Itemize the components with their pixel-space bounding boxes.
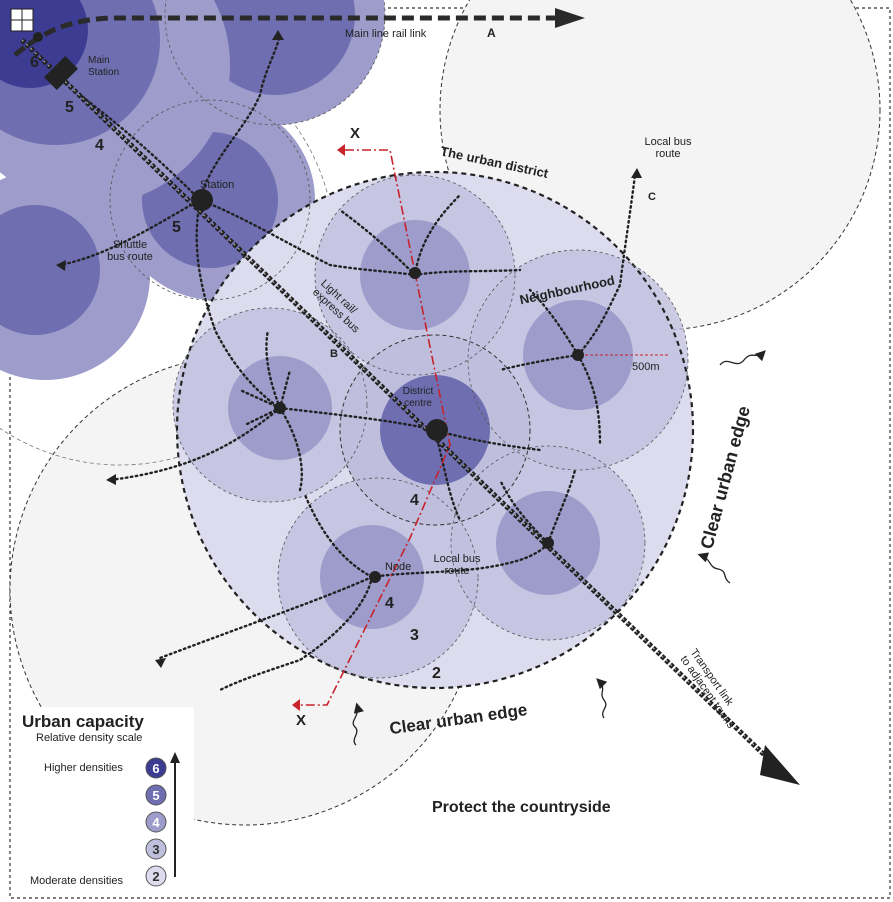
district-centre-label: District centre	[403, 386, 434, 409]
main-line-rail	[13, 8, 585, 57]
local-bus-bottom-label: Local bus route	[433, 553, 481, 577]
density-2-number: 2	[432, 665, 441, 682]
legend-swatch-4	[145, 811, 167, 833]
legend-swatch-label-2: 2	[152, 869, 159, 884]
legend-swatch-label-3: 3	[152, 842, 159, 857]
legend-swatch-label-5: 5	[152, 788, 159, 803]
letter-b: B	[330, 348, 338, 360]
shuttle-label: Shuttle bus route	[107, 239, 153, 263]
legend-subtitle: Relative density scale	[36, 732, 142, 744]
legend-swatch-3	[145, 838, 167, 860]
clear-edge-right-label: Clear urban edge	[697, 404, 754, 551]
legend-swatch-label-6: 6	[152, 761, 159, 776]
wavy-arrows	[352, 350, 766, 746]
density-6-number: 6	[30, 54, 39, 71]
station-label: Station	[200, 179, 234, 191]
section-x-bottom: X	[296, 712, 306, 729]
density-4-node-number: 4	[385, 595, 394, 612]
page-border	[9, 7, 891, 899]
protect-countryside-label: Protect the countryside	[432, 799, 611, 816]
section-x-top: X	[350, 125, 360, 142]
legend-title: Urban capacity	[22, 712, 144, 731]
legend-swatch-label-4: 4	[152, 815, 160, 830]
node-label: Node	[385, 561, 411, 573]
cross-section-line	[292, 144, 451, 711]
density-4-centre-number: 4	[410, 492, 419, 509]
main-station-label: Main Station	[88, 55, 119, 78]
letter-c: C	[648, 191, 656, 203]
legend-swatch-5	[145, 784, 167, 806]
density-3-number: 3	[410, 627, 419, 644]
legend-swatch-6	[145, 757, 167, 779]
light-rail-line	[20, 38, 800, 785]
density-5-station-number: 5	[172, 219, 181, 236]
legend-higher: Higher densities	[44, 762, 123, 774]
neighbourhood-outlines	[109, 0, 689, 679]
legend-canvas: Urban capacity Relative density scale Hi…	[22, 712, 180, 887]
transport-link-label: Transport linkto adjacent towns	[678, 647, 747, 731]
main-line-letter: A	[487, 26, 496, 40]
radius-label: 500m	[632, 361, 660, 373]
local-routes	[58, 33, 637, 692]
legend: Urban capacity Relative density scale Hi…	[14, 707, 194, 892]
legend-swatches: 6 5 4 3 2	[145, 757, 167, 887]
density-4-top-number: 4	[95, 137, 104, 154]
legend-swatch-2	[145, 865, 167, 887]
local-bus-top-label: Local bus route	[644, 136, 692, 160]
legend-moderate: Moderate densities	[30, 875, 123, 887]
main-line-label: Main line rail link	[345, 28, 427, 40]
density-5-top-number: 5	[65, 99, 74, 116]
route-arrowheads	[56, 30, 642, 668]
station-markers	[33, 32, 584, 583]
